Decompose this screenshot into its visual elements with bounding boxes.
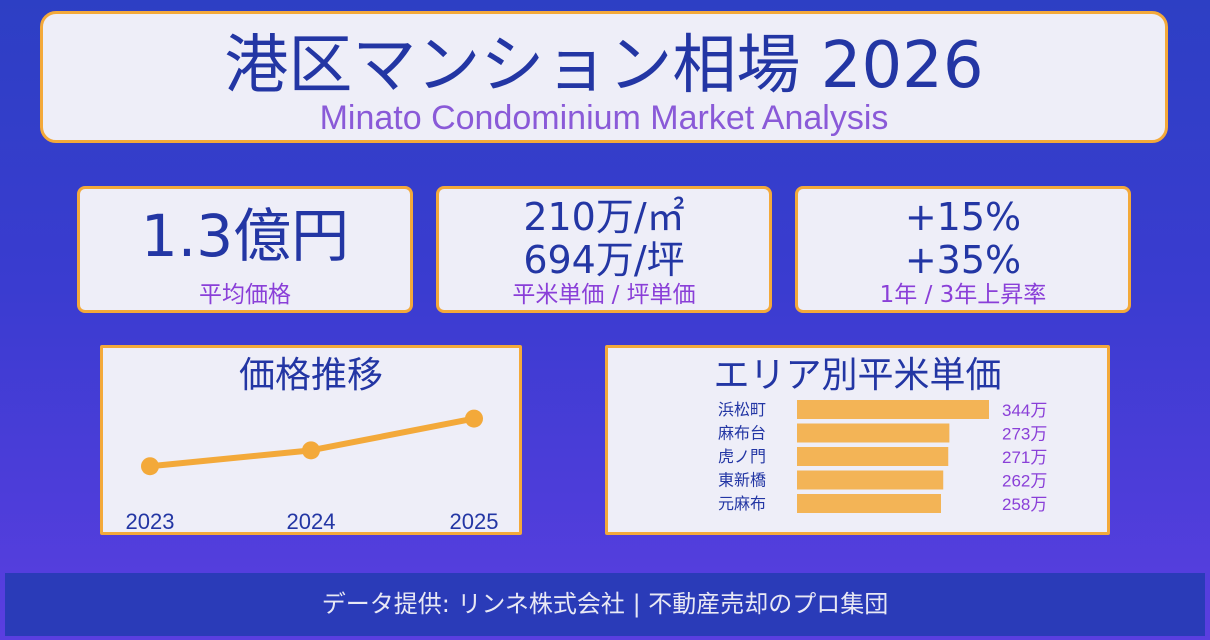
bar-麻布台 [797,423,950,443]
stat-card-average-price: 1.3億円 平均価格 [77,186,413,313]
bar-category-label: 浜松町 [718,400,766,419]
stat-card-unit-price: 210万/㎡ 694万/坪 平米単価 / 坪単価 [436,186,772,313]
bar-value-label: 258万 [1002,495,1047,514]
unit-price-caption: 平米単価 / 坪単価 [512,282,696,308]
bar-元麻布 [797,494,941,513]
growth-1yr-value: +15% [904,195,1022,239]
bar-value-label: 262万 [1002,472,1047,491]
area-price-title: エリア別平米単価 [713,355,1002,396]
bar-category-label: 東新橋 [718,471,766,490]
price-trend-title: 価格推移 [238,355,383,396]
price-trend-chart: 2023 2024 2025 [126,409,499,532]
bar-category-label: 元麻布 [718,494,766,513]
growth-caption: 1年 / 3年上昇率 [879,282,1047,308]
data-point-2023 [141,457,159,476]
bar-浜松町 [797,400,989,419]
bar-東新橋 [797,470,944,490]
title-card: 港区マンション相場 2026 Minato Condominium Market… [40,11,1168,143]
x-tick-label: 2023 [126,509,175,532]
x-tick-label: 2024 [287,509,336,532]
page-title: 港区マンション相場 2026 [224,29,984,103]
average-price-caption: 平均価格 [199,282,291,308]
data-point-2025 [465,409,483,428]
bar-value-label: 344万 [1002,401,1047,420]
bar-value-label: 273万 [1002,425,1047,444]
growth-3yr-value: +35% [904,238,1022,282]
bar-虎ノ門 [797,447,949,466]
average-price-value: 1.3億円 [140,202,350,270]
page-subtitle: Minato Condominium Market Analysis [319,99,889,137]
stat-card-growth: +15% +35% 1年 / 3年上昇率 [795,186,1131,313]
bar-value-label: 271万 [1002,448,1047,467]
price-per-sqm-value: 210万/㎡ [523,195,685,239]
bar-category-label: 虎ノ門 [718,447,766,466]
area-price-panel: エリア別平米単価 浜松町 344万麻布台 273万虎ノ門 271万東新橋 262万元麻布… [605,345,1110,535]
bar-category-label: 麻布台 [718,424,766,443]
price-trend-panel: 2023 2024 2025 価格推移 [100,345,522,535]
x-tick-label: 2025 [450,509,499,532]
data-point-2024 [302,441,320,460]
price-per-tsubo-value: 694万/坪 [523,238,685,282]
footer-credit: データ提供: リンネ株式会社 | 不動産売却のプロ集団 [5,573,1205,636]
